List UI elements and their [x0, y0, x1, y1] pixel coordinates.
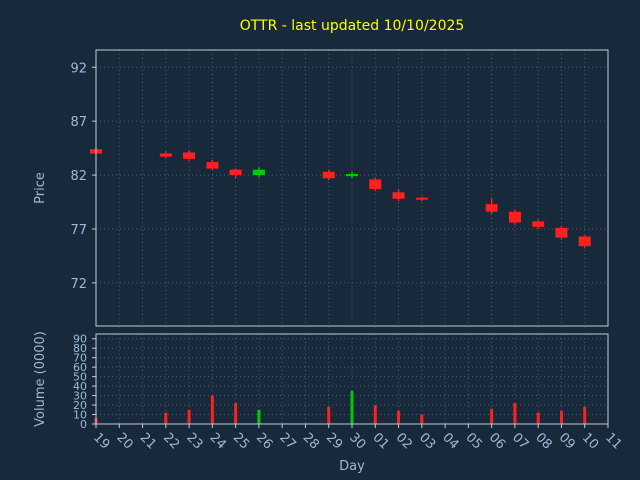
candle-03: [415, 196, 428, 201]
volume-bar-22: [164, 412, 168, 424]
chart-title: OTTR - last updated 10/10/2025: [240, 18, 465, 34]
candle-body: [252, 169, 265, 176]
x-axis-label: Day: [339, 459, 365, 474]
candle-07: [508, 209, 521, 225]
candle-body: [555, 227, 568, 238]
price-tick-label: 77: [70, 223, 87, 238]
volume-bar-01: [373, 405, 377, 424]
candle-body: [508, 211, 521, 223]
candle-22: [159, 151, 172, 158]
candle-body: [369, 179, 382, 190]
candle-23: [183, 150, 196, 162]
volume-bar-25: [234, 403, 238, 424]
candle-body: [415, 197, 428, 200]
candle-09: [555, 225, 568, 240]
price-tick-label: 82: [70, 169, 87, 184]
candle-08: [532, 219, 545, 229]
volume-bar-24: [210, 395, 214, 424]
candle-body: [392, 192, 405, 199]
volume-tick-label: 30: [73, 390, 87, 403]
candle-06: [485, 197, 498, 214]
volume-bar-03: [420, 414, 424, 424]
candle-30: [346, 171, 358, 179]
volume-bar-02: [397, 410, 401, 424]
volume-tick-label: 40: [73, 380, 87, 393]
volume-bar-23: [187, 409, 191, 424]
candle-body: [159, 153, 172, 157]
volume-bar-29: [327, 406, 331, 424]
candle-body: [206, 162, 219, 169]
volume-bar-26: [257, 409, 261, 424]
volume-bar-06: [490, 408, 494, 424]
candle-body: [346, 173, 358, 177]
volume-axis-label: Volume (0000): [33, 331, 48, 427]
candle-26: [252, 167, 265, 178]
volume-tick-label: 0: [80, 418, 87, 431]
price-tick-label: 72: [70, 277, 87, 292]
volume-tick-label: 80: [73, 342, 87, 355]
candle-body: [183, 152, 196, 159]
volume-tick-label: 10: [73, 409, 87, 422]
candle-body: [578, 236, 591, 247]
candle-body: [229, 169, 242, 176]
axis-labels: Price Volume (0000) Day OTTR - last updated…: [33, 18, 464, 474]
candle-01: [369, 177, 382, 192]
volume-tick-label: 90: [73, 333, 87, 346]
candle-body: [322, 171, 335, 179]
volume-bar-09: [559, 410, 563, 424]
candle-body: [485, 204, 498, 212]
volume-bar-10: [583, 406, 587, 424]
price-panel-frame: [95, 49, 609, 327]
price-tick-label: 92: [70, 61, 87, 76]
price-tick-label: 87: [70, 115, 87, 130]
volume-bar-07: [513, 403, 517, 424]
price-axis-label: Price: [33, 172, 48, 204]
tick-marks: [92, 66, 609, 428]
candle-29: [322, 169, 335, 181]
candles-group: [90, 147, 591, 249]
volume-bar-08: [536, 412, 540, 424]
volume-tick-label: 50: [73, 371, 87, 384]
candle-body: [532, 221, 545, 227]
volume-tick-label: 20: [73, 399, 87, 412]
candle-24: [206, 159, 219, 170]
volume-tick-label: 70: [73, 352, 87, 365]
volume-bar-30: [350, 390, 354, 424]
candle-25: [229, 168, 242, 179]
candle-02: [392, 189, 405, 201]
volume-tick-label: 60: [73, 361, 87, 374]
candle-10: [578, 235, 591, 249]
volume-bars-group: [94, 390, 587, 424]
